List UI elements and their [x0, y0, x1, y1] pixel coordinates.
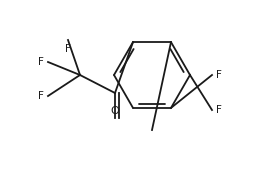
Text: F: F — [65, 44, 71, 54]
Text: F: F — [38, 91, 44, 101]
Text: F: F — [216, 70, 222, 80]
Text: F: F — [38, 57, 44, 67]
Text: O: O — [111, 106, 119, 116]
Text: F: F — [216, 105, 222, 115]
